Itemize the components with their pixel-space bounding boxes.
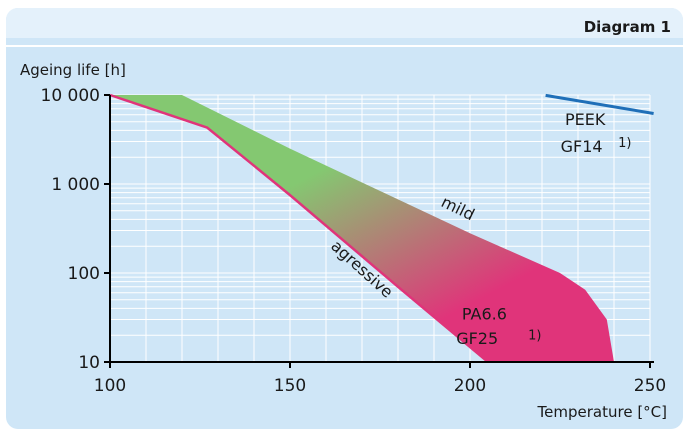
y-tick-label: 10: [78, 353, 100, 373]
peek-gf14-line: [545, 93, 654, 115]
y-axis-title: Ageing life [h]: [20, 61, 126, 79]
x-tick-label: 100: [94, 376, 126, 396]
annotation-label: GF14: [561, 137, 603, 156]
y-tick-label: 1 000: [51, 175, 100, 195]
header-strip: [6, 8, 683, 38]
y-tick-label: 10 000: [41, 86, 100, 106]
pa66-gf25-lower-edge: [109, 93, 489, 363]
x-tick-label: 150: [274, 376, 306, 396]
annotation-label: GF25: [456, 329, 498, 348]
tick-labels: 100 150 200 250 10 100 1 000 10 000: [41, 86, 667, 396]
annotation-label: 1): [618, 136, 631, 151]
x-tick-label: 200: [454, 376, 486, 396]
annotation-label: PA6.6: [462, 305, 507, 324]
axis-ticks: [104, 94, 651, 368]
annotation-label: 1): [528, 328, 541, 343]
diagram-label: Diagram 1: [583, 18, 671, 36]
chart-panel: Diagram 1: [6, 8, 683, 429]
header-divider: [6, 45, 683, 47]
pa66-gf25-band: [110, 95, 614, 362]
x-tick-label: 250: [634, 376, 666, 396]
annotation-label: PEEK: [565, 110, 606, 129]
x-axis-title: Temperature [°C]: [537, 403, 667, 421]
y-tick-label: 100: [68, 264, 100, 284]
